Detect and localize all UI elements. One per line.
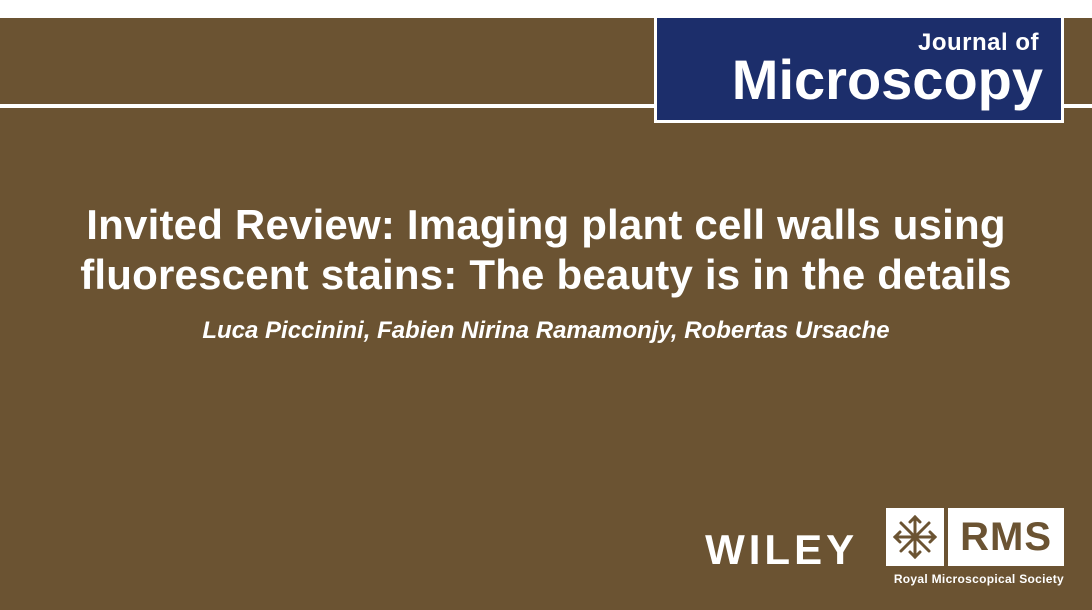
society-block: RMS Royal Microscopical Society — [886, 508, 1064, 586]
publisher-logo: WILEY — [705, 526, 858, 574]
top-white-bar — [0, 0, 1092, 18]
society-abbrev-text: RMS — [960, 515, 1052, 560]
snowflake-icon — [886, 508, 944, 566]
article-title: Invited Review: Imaging plant cell walls… — [60, 200, 1032, 301]
society-abbrev: RMS — [948, 508, 1064, 566]
journal-badge: Journal of Microscopy — [654, 18, 1064, 123]
society-logo: RMS — [886, 508, 1064, 566]
footer: WILEY RMS — [705, 508, 1064, 586]
journal-label-big: Microscopy — [732, 47, 1043, 112]
article-content: Invited Review: Imaging plant cell walls… — [60, 200, 1032, 345]
article-authors: Luca Piccinini, Fabien Nirina Ramamonjy,… — [60, 317, 1032, 345]
society-full-name: Royal Microscopical Society — [894, 572, 1064, 586]
